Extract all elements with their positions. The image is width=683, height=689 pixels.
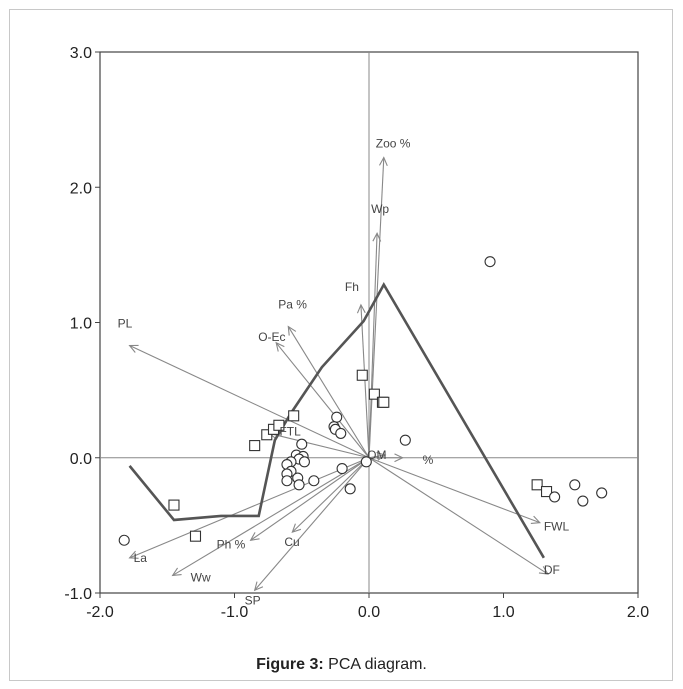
y-tick-label: 2.0 — [70, 180, 92, 197]
circle-marker — [296, 438, 308, 450]
x-tick-label: 1.0 — [492, 604, 514, 621]
square-marker — [288, 410, 300, 422]
vector-arrow — [368, 233, 378, 458]
vector-label: Cu — [284, 535, 299, 549]
circle-marker — [596, 487, 608, 499]
vector-arrowhead — [538, 566, 549, 575]
vector-label: Pa % — [278, 298, 307, 312]
x-tick-label: 2.0 — [627, 604, 649, 621]
square-marker — [189, 530, 202, 542]
vector-label: PL — [118, 316, 133, 330]
vector-arrowhead — [356, 303, 366, 314]
circle-marker — [281, 475, 293, 487]
vector-arrowhead — [128, 550, 139, 559]
y-tick-label: 1.0 — [70, 316, 92, 333]
x-tick-label: 0.0 — [358, 604, 380, 621]
circle-marker — [331, 411, 343, 423]
x-tick-label: -1.0 — [221, 604, 249, 621]
vector-label: La — [134, 551, 148, 565]
y-tick-label: -1.0 — [64, 586, 92, 603]
circle-marker — [335, 427, 347, 439]
square-marker — [356, 369, 368, 381]
vector-arrowhead — [249, 532, 260, 541]
circle-marker — [569, 479, 581, 491]
vector-arrowhead — [394, 453, 404, 463]
vector-label: Fh — [345, 280, 359, 294]
vector-label: SP — [245, 593, 261, 607]
vector-label: FWL — [544, 520, 570, 534]
vector-arrow — [368, 157, 385, 458]
caption-text: PCA diagram. — [323, 656, 427, 673]
vector-label: DF — [544, 563, 560, 577]
vector-arrow — [254, 457, 370, 591]
x-tick-label: -2.0 — [86, 604, 114, 621]
circle-marker — [577, 495, 589, 507]
vector-arrowhead — [275, 341, 285, 352]
circle-marker — [360, 456, 372, 468]
figure-caption: Figure 3: PCA diagram. — [0, 656, 683, 674]
y-tick-label: 3.0 — [70, 45, 92, 62]
square-marker — [368, 388, 380, 400]
vector-label: Ww — [191, 570, 211, 584]
vector-arrowhead — [253, 581, 264, 592]
circle-marker — [336, 463, 348, 475]
vector-arrowhead — [287, 325, 297, 336]
circle-marker — [399, 434, 411, 446]
square-marker — [249, 440, 261, 452]
vector-arrowhead — [379, 156, 388, 166]
circle-marker — [549, 491, 561, 503]
vector-arrow — [250, 457, 370, 541]
vector-arrow — [275, 342, 370, 459]
vector-arrowhead — [376, 451, 387, 461]
circle-marker — [118, 534, 130, 546]
circle-marker — [308, 475, 320, 487]
vector-arrow — [172, 457, 370, 576]
vector-arrow — [269, 432, 370, 459]
circle-marker — [344, 483, 356, 495]
vector-arrowhead — [128, 344, 139, 353]
circle-marker — [298, 456, 310, 468]
vector-arrow — [291, 457, 370, 533]
vector-label: Zoo % — [376, 136, 411, 150]
figure-frame — [9, 9, 673, 681]
circle-marker — [293, 479, 305, 491]
vector-label: Wp — [371, 202, 389, 216]
vector-label: Ph % — [217, 537, 246, 551]
vector-label: FTL — [279, 424, 301, 438]
square-marker — [273, 419, 285, 431]
y-tick-label: 0.0 — [70, 451, 92, 468]
square-marker — [168, 499, 180, 511]
vector-arrow — [129, 457, 370, 559]
square-marker — [531, 479, 543, 491]
vector-arrow — [368, 457, 549, 575]
vector-arrow — [360, 304, 370, 458]
vector-label: OM — [367, 448, 386, 462]
vector-label: O-Ec — [258, 330, 285, 344]
vector-label: % — [423, 453, 434, 467]
vector-arrowhead — [530, 515, 541, 524]
vector-arrowhead — [291, 523, 302, 534]
vector-arrowhead — [171, 567, 182, 577]
vector-arrow — [129, 344, 370, 459]
circle-marker — [484, 256, 496, 268]
square-marker — [540, 486, 553, 498]
caption-label: Figure 3: — [256, 656, 324, 673]
vector-arrow — [287, 326, 370, 459]
square-marker — [378, 396, 390, 408]
vector-arrowhead — [372, 231, 382, 242]
vector-arrow — [368, 457, 541, 524]
